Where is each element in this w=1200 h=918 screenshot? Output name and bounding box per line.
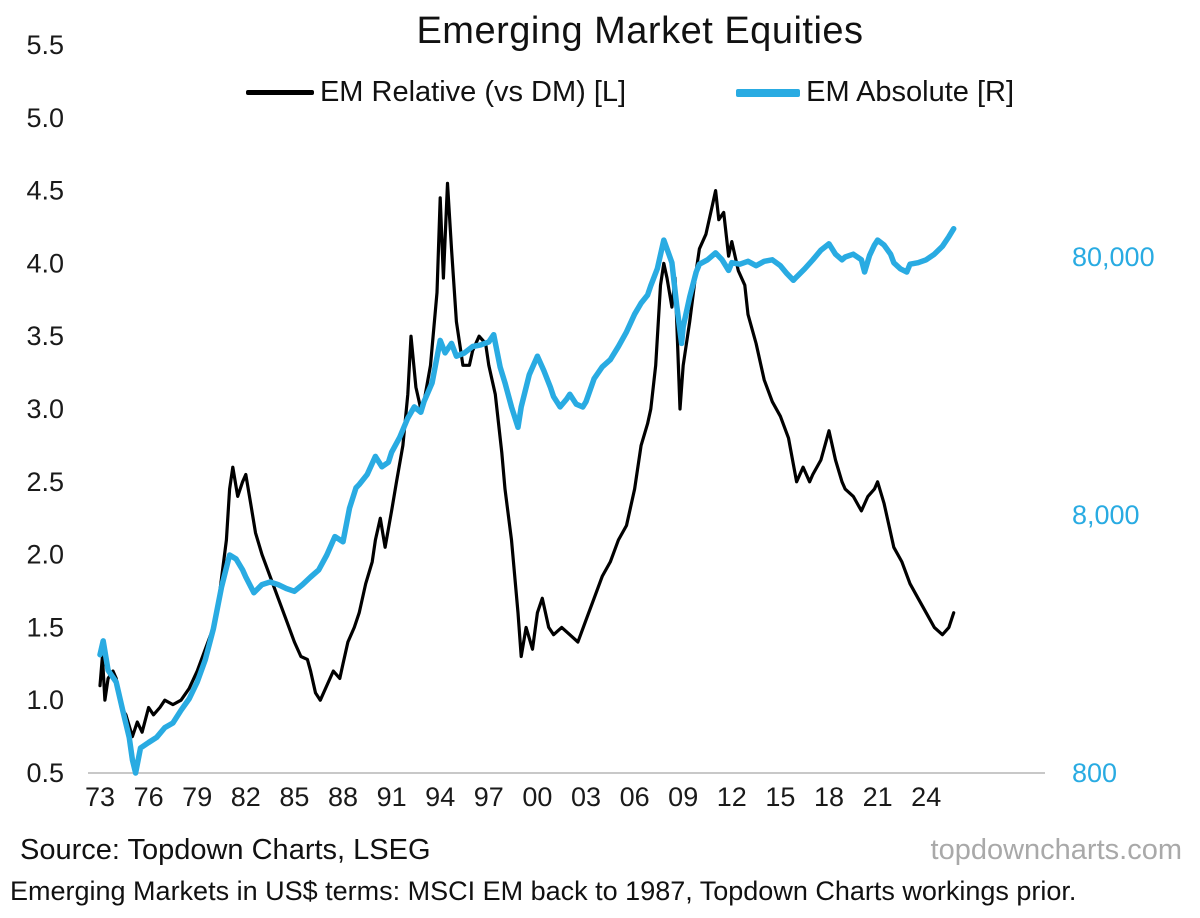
left-axis-tick-label: 0.5 bbox=[26, 758, 64, 788]
legend-label-em-relative: EM Relative (vs DM) [L] bbox=[319, 76, 627, 108]
left-axis-tick-label: 4.5 bbox=[26, 176, 64, 206]
x-axis-tick-label: 06 bbox=[620, 782, 650, 812]
left-axis-tick-label: 5.0 bbox=[26, 103, 64, 133]
legend-label-em-absolute: EM Absolute [R] bbox=[806, 76, 1015, 108]
right-axis-tick-label: 800 bbox=[1072, 758, 1117, 788]
x-axis-tick-label: 12 bbox=[717, 782, 747, 812]
x-axis-tick-label: 88 bbox=[328, 782, 358, 812]
x-axis-tick-label: 09 bbox=[668, 782, 698, 812]
left-axis-tick-label: 3.5 bbox=[26, 321, 64, 351]
x-axis-tick-label: 79 bbox=[182, 782, 212, 812]
em-relative-line bbox=[98, 181, 956, 739]
left-axis-tick-label: 1.0 bbox=[26, 685, 64, 715]
site-watermark: topdowncharts.com bbox=[930, 834, 1182, 866]
x-axis-tick-label: 24 bbox=[911, 782, 941, 812]
left-axis-tick-label: 2.0 bbox=[26, 540, 64, 570]
x-axis-tick-label: 18 bbox=[814, 782, 844, 812]
em-absolute-line-swatch bbox=[736, 88, 801, 97]
source-text: Source: Topdown Charts, LSEG bbox=[20, 834, 431, 866]
em-relative-line-swatch bbox=[245, 90, 314, 95]
chart-title: Emerging Market Equities bbox=[416, 10, 864, 52]
legend: EM Relative (vs DM) [L] EM Absolute [R] bbox=[60, 76, 1200, 109]
x-axis-tick-label: 85 bbox=[279, 782, 309, 812]
x-axis-tick-label: 15 bbox=[765, 782, 795, 812]
right-axis-tick-label: 8,000 bbox=[1072, 500, 1140, 530]
legend-item-em-relative: EM Relative (vs DM) [L] bbox=[245, 76, 627, 109]
x-axis-tick-label: 82 bbox=[231, 782, 261, 812]
x-axis-tick-label: 94 bbox=[425, 782, 455, 812]
x-axis-tick-label: 97 bbox=[474, 782, 504, 812]
left-axis-tick-label: 3.0 bbox=[26, 394, 64, 424]
left-axis-tick-label: 4.0 bbox=[26, 248, 64, 278]
x-axis-tick-label: 73 bbox=[85, 782, 115, 812]
x-axis-tick-label: 91 bbox=[377, 782, 407, 812]
x-axis-tick-label: 21 bbox=[863, 782, 893, 812]
x-axis-tick-label: 00 bbox=[522, 782, 552, 812]
em-absolute-line bbox=[97, 225, 957, 776]
legend-item-em-absolute: EM Absolute [R] bbox=[736, 76, 1014, 109]
left-axis-tick-label: 5.5 bbox=[26, 30, 64, 60]
right-axis-tick-label: 80,000 bbox=[1072, 242, 1155, 272]
x-axis-tick-label: 76 bbox=[134, 782, 164, 812]
x-axis-tick-label: 03 bbox=[571, 782, 601, 812]
left-axis-tick-label: 1.5 bbox=[26, 612, 64, 642]
caption-text: Emerging Markets in US$ terms: MSCI EM b… bbox=[10, 876, 1077, 906]
left-axis-tick-label: 2.5 bbox=[26, 467, 64, 497]
